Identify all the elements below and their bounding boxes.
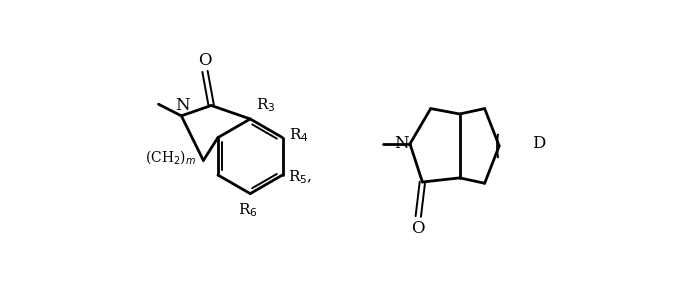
Text: R$_6$: R$_6$ — [238, 201, 258, 219]
Text: N: N — [393, 135, 408, 152]
Text: R$_5$,: R$_5$, — [288, 168, 312, 186]
Text: (CH$_2$)$_m$: (CH$_2$)$_m$ — [145, 148, 196, 166]
Text: D: D — [532, 135, 545, 152]
Text: N: N — [176, 97, 190, 114]
Text: O: O — [198, 52, 212, 69]
Text: R$_3$: R$_3$ — [256, 96, 276, 114]
Text: R$_4$: R$_4$ — [289, 127, 309, 144]
Text: O: O — [412, 220, 425, 237]
